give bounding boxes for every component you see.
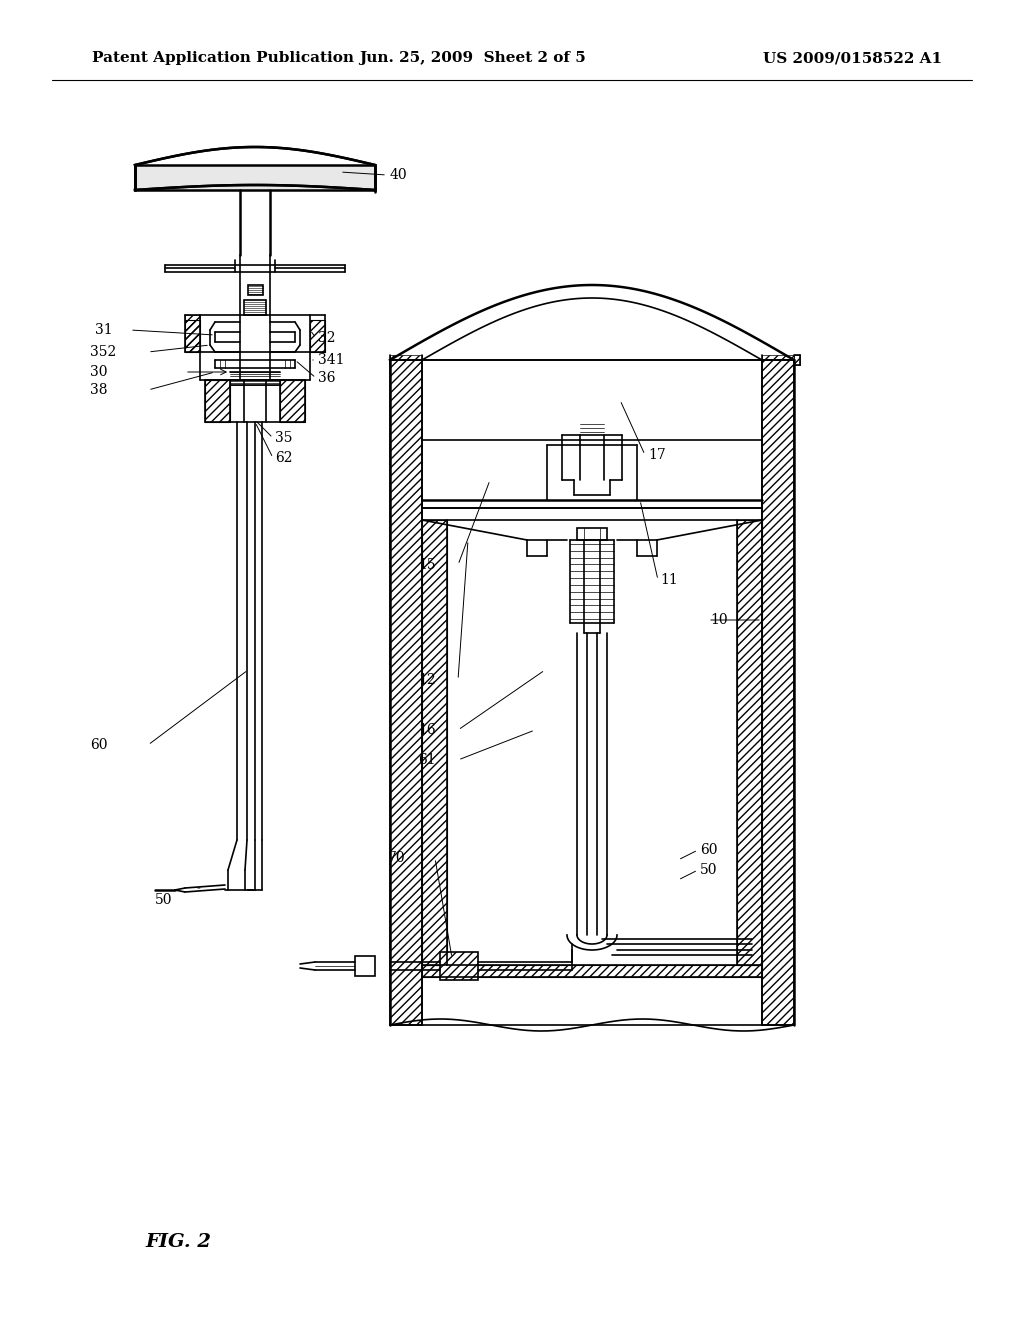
Text: 31: 31: [95, 323, 113, 337]
Text: 36: 36: [318, 371, 336, 385]
Text: 70: 70: [388, 851, 406, 865]
Text: 40: 40: [390, 168, 408, 182]
Text: 10: 10: [710, 612, 728, 627]
Text: 352: 352: [90, 345, 117, 359]
Text: 35: 35: [275, 432, 293, 445]
Text: Jun. 25, 2009  Sheet 2 of 5: Jun. 25, 2009 Sheet 2 of 5: [358, 51, 586, 65]
Text: 17: 17: [648, 447, 666, 462]
Text: FIG. 2: FIG. 2: [145, 1233, 211, 1251]
Text: 60: 60: [90, 738, 108, 752]
Text: 11: 11: [660, 573, 678, 587]
Text: 62: 62: [275, 451, 293, 465]
Bar: [244, 300, 266, 315]
Text: 60: 60: [700, 843, 718, 857]
Text: 38: 38: [90, 383, 108, 397]
Text: 50: 50: [155, 894, 172, 907]
Bar: [440, 952, 478, 979]
Text: 32: 32: [318, 331, 336, 345]
Polygon shape: [135, 165, 375, 190]
Bar: [248, 285, 263, 294]
Text: Patent Application Publication: Patent Application Publication: [92, 51, 354, 65]
Bar: [355, 956, 375, 975]
Text: 61: 61: [418, 752, 435, 767]
Text: 12: 12: [418, 673, 435, 686]
Text: 30: 30: [90, 366, 108, 379]
Text: 15: 15: [418, 558, 435, 572]
Text: US 2009/0158522 A1: US 2009/0158522 A1: [763, 51, 942, 65]
Text: 341: 341: [318, 352, 344, 367]
Text: 50: 50: [700, 863, 718, 876]
Text: 16: 16: [418, 723, 435, 737]
Bar: [577, 528, 607, 540]
